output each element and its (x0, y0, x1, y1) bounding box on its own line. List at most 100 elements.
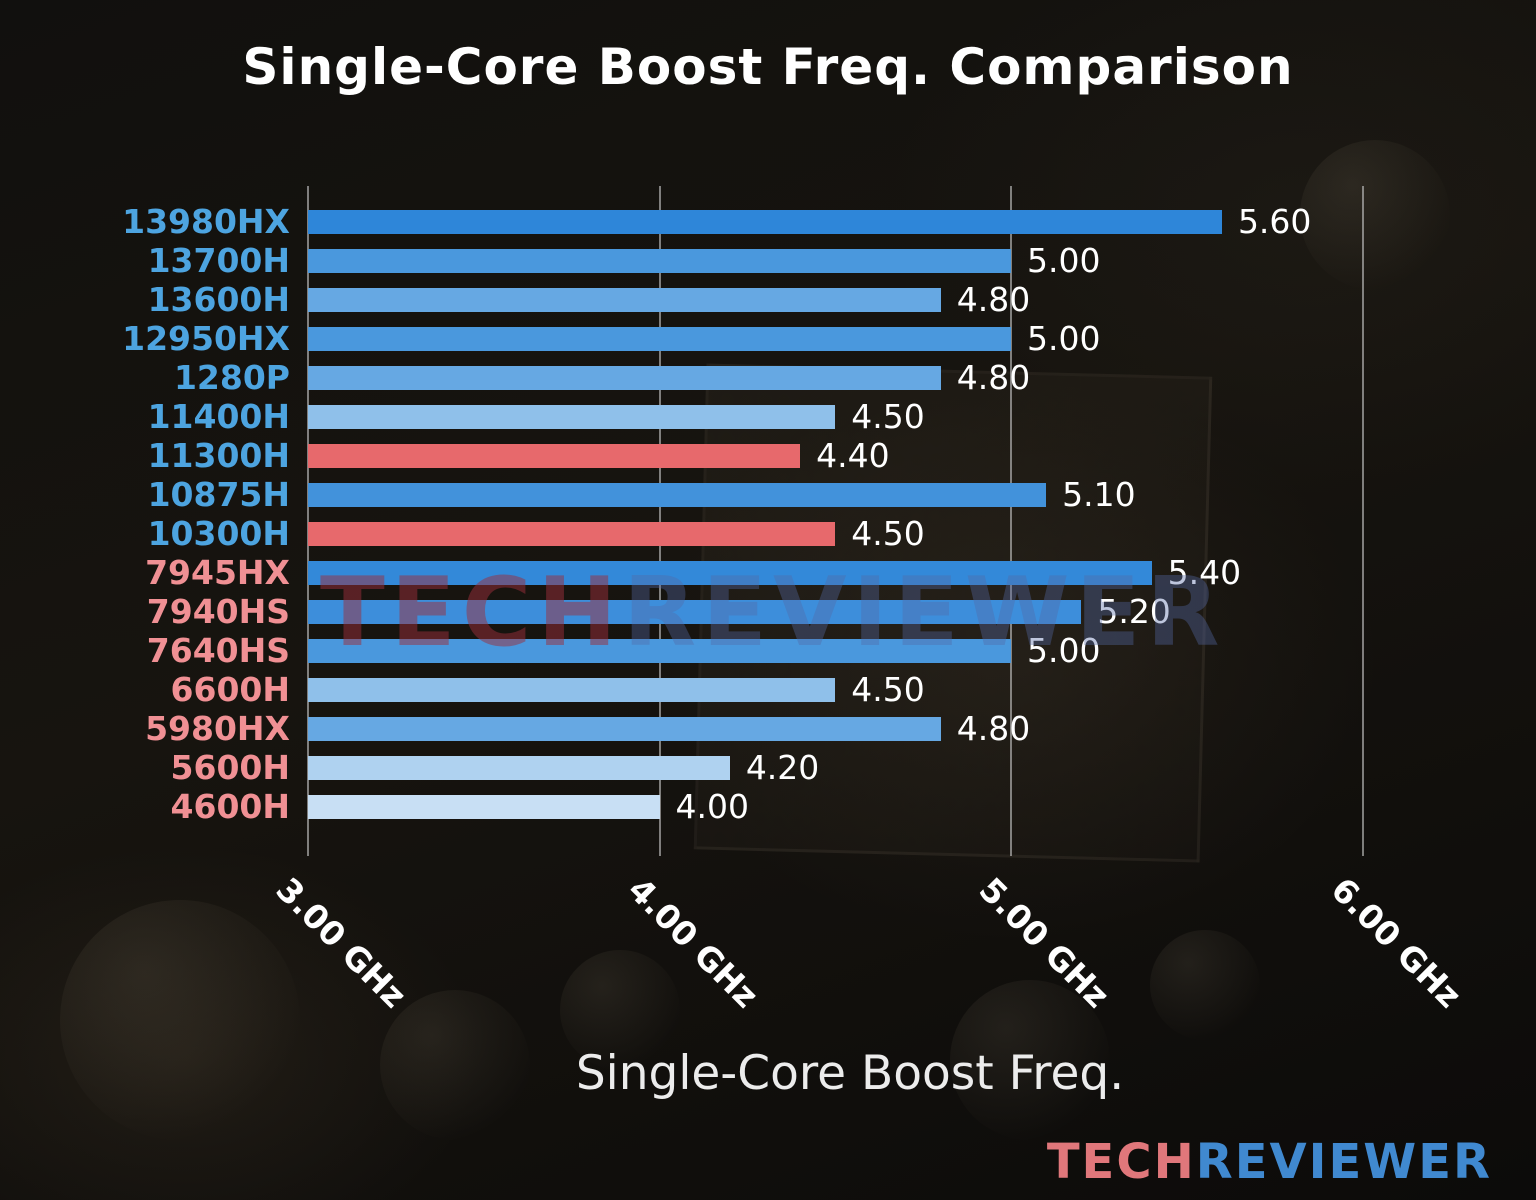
x-axis-label: Single-Core Boost Freq. (575, 1046, 1125, 1101)
bar-row: 4600H 4.00 (0, 787, 1536, 826)
bar (308, 482, 1047, 507)
value-label: 5.00 (1027, 319, 1101, 358)
category-label: 13600H (147, 280, 290, 319)
x-tick-label: 4.00 GHz (620, 869, 766, 1016)
bar-rows: 13980HX 5.60 13700H 5.00 13600H 4.80 12950HX 5.… (0, 202, 1536, 826)
category-label: 12950HX (122, 319, 290, 358)
bar-row: 5600H 4.20 (0, 748, 1536, 787)
category-label: 13700H (147, 241, 290, 280)
bar-row: 7640HS 5.00 (0, 631, 1536, 670)
techreviewer-logo: TECHREVIEWER (1047, 1138, 1492, 1186)
watermark: TECHREVIEWER (320, 566, 1226, 661)
plot-area: 13980HX 5.60 13700H 5.00 13600H 4.80 12950HX 5.… (0, 186, 1536, 856)
bar (308, 716, 941, 741)
value-label: 4.50 (851, 397, 925, 436)
gridlines (307, 186, 1468, 856)
bar-zone: 4.50 (308, 397, 1468, 436)
value-label: 5.40 (1167, 553, 1242, 592)
bar-row: 10875H 5.10 (0, 475, 1536, 514)
bar (308, 599, 1082, 624)
bar-zone: 5.40 (308, 553, 1468, 592)
x-tick-label: 5.00 GHz (971, 869, 1118, 1016)
value-label: 5.60 (1237, 202, 1312, 241)
value-label: 5.20 (1097, 592, 1171, 631)
value-label: 5.10 (1062, 475, 1136, 514)
bar-row: 13700H 5.00 (0, 241, 1536, 280)
value-label: 4.20 (745, 748, 820, 787)
value-label: 4.80 (956, 358, 1031, 397)
bar (308, 326, 1012, 351)
bar-zone: 4.20 (308, 748, 1468, 787)
bar (308, 755, 730, 780)
x-tick-label: 3.00 GHz (268, 869, 415, 1016)
gridline (307, 186, 309, 856)
value-label: 4.50 (851, 670, 925, 709)
category-label: 7945HX (145, 553, 290, 592)
bar-zone: 4.80 (308, 358, 1468, 397)
background-capacitor (60, 900, 300, 1140)
bar-zone: 4.80 (308, 280, 1468, 319)
value-label: 5.00 (1027, 241, 1101, 280)
bar (308, 365, 941, 390)
bar (308, 209, 1222, 234)
bar-row: 12950HX 5.00 (0, 319, 1536, 358)
bar (308, 443, 801, 468)
category-label: 7640HS (146, 631, 290, 670)
category-label: 6600H (170, 670, 290, 709)
bar-row: 7945HX 5.40 (0, 553, 1536, 592)
category-label: 13980HX (122, 202, 290, 241)
bar-row: 13980HX 5.60 (0, 202, 1536, 241)
category-label: 5980HX (145, 709, 290, 748)
category-label: 10300H (147, 514, 290, 553)
bar (308, 404, 836, 429)
x-tick-label: 6.00 GHz (1323, 869, 1469, 1016)
category-label: 7940HS (146, 592, 290, 631)
bar (308, 287, 941, 312)
bar-zone: 5.60 (308, 202, 1468, 241)
category-label: 1280P (173, 358, 290, 397)
logo-reviewer: REVIEWER (1195, 1134, 1492, 1190)
logo-tech: TECH (1046, 1134, 1196, 1190)
bar-row: 10300H 4.50 (0, 514, 1536, 553)
bar-zone: 5.00 (308, 631, 1468, 670)
category-label: 10875H (147, 475, 290, 514)
bar-zone: 4.40 (308, 436, 1468, 475)
chart-title: Single-Core Boost Freq. Comparison (242, 38, 1294, 96)
bar (308, 248, 1012, 273)
bar (308, 521, 836, 546)
watermark-tech: TECH (320, 558, 623, 668)
bar-row: 13600H 4.80 (0, 280, 1536, 319)
bar-zone: 4.50 (308, 670, 1468, 709)
value-label: 4.40 (816, 436, 890, 475)
category-label: 4600H (170, 787, 290, 826)
gridline (1010, 186, 1013, 856)
category-label: 11400H (147, 397, 290, 436)
watermark-reviewer: REVIEWER (622, 558, 1226, 668)
bar-row: 11300H 4.40 (0, 436, 1536, 475)
bar-zone: 5.00 (308, 241, 1468, 280)
value-label: 4.00 (675, 787, 749, 826)
bar-zone: 5.00 (308, 319, 1468, 358)
bar-row: 6600H 4.50 (0, 670, 1536, 709)
value-label: 4.80 (956, 280, 1031, 319)
bar-zone: 5.10 (308, 475, 1468, 514)
bar (308, 794, 660, 819)
bar-row: 5980HX 4.80 (0, 709, 1536, 748)
bar-row: 11400H 4.50 (0, 397, 1536, 436)
value-label: 5.00 (1027, 631, 1101, 670)
bar-zone: 4.50 (308, 514, 1468, 553)
bar-zone: 5.20 (308, 592, 1468, 631)
gridline (1361, 186, 1364, 856)
bar-zone: 4.00 (308, 787, 1468, 826)
bar-row: 7940HS 5.20 (0, 592, 1536, 631)
value-label: 4.80 (956, 709, 1031, 748)
bar-zone: 4.80 (308, 709, 1468, 748)
bar (308, 560, 1152, 585)
bar (308, 677, 836, 702)
category-label: 5600H (170, 748, 290, 787)
gridline (658, 186, 661, 856)
category-label: 11300H (147, 436, 290, 475)
bar (308, 638, 1012, 663)
value-label: 4.50 (851, 514, 925, 553)
